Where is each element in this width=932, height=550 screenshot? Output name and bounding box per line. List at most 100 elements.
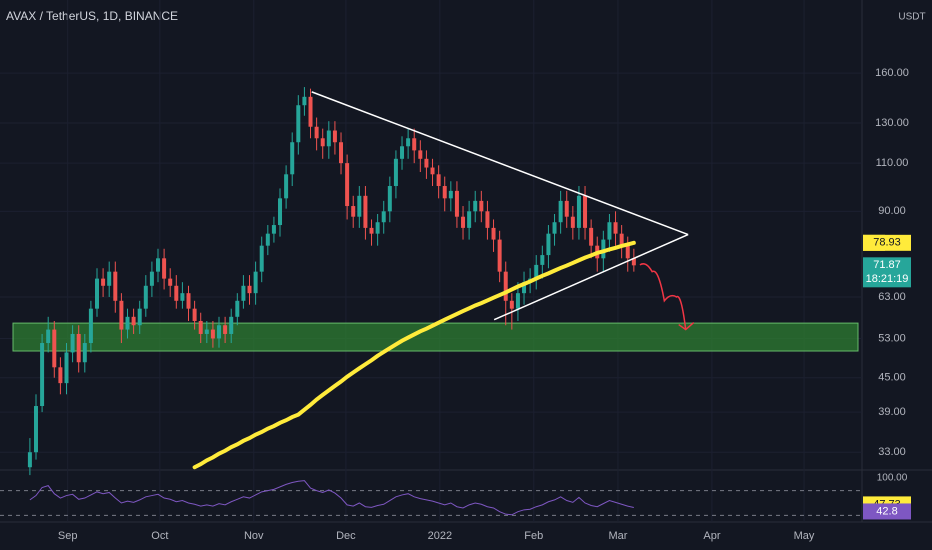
candle-body <box>515 293 520 309</box>
candle-body <box>119 300 124 330</box>
y-tick-label: 130.00 <box>875 117 909 129</box>
rsi-tick-label: 100.00 <box>877 473 908 484</box>
candle-body <box>125 316 130 330</box>
countdown: 18:21:19 <box>866 273 909 285</box>
candle-body <box>296 105 301 143</box>
candle-body <box>534 264 539 279</box>
y-tick-label: 33.00 <box>878 446 906 458</box>
candle-body <box>442 186 447 199</box>
candle-body <box>570 216 575 228</box>
rsi-label: 42.8 <box>876 505 897 517</box>
candle-body <box>406 138 411 147</box>
y-tick-label: 39.00 <box>878 406 906 418</box>
candle-body <box>467 211 472 228</box>
candle-body <box>308 96 313 127</box>
candle-body <box>473 200 478 212</box>
candle-body <box>345 163 350 207</box>
candle-body <box>137 308 142 326</box>
moving-average <box>192 240 636 470</box>
candle-body <box>454 190 459 217</box>
x-tick-label: Apr <box>703 530 720 542</box>
candle-body <box>375 222 380 234</box>
candle-body <box>192 308 197 321</box>
candle-body <box>64 352 69 384</box>
candle-body <box>613 222 618 234</box>
candle-body <box>326 130 331 147</box>
y-tick-label: 90.00 <box>878 205 906 217</box>
candle-body <box>436 174 441 187</box>
candle-body <box>156 258 161 272</box>
candle-body <box>412 138 417 151</box>
candle-body <box>107 271 112 286</box>
candle-body <box>302 96 307 106</box>
candle-body <box>223 325 228 334</box>
candle-body <box>522 282 527 294</box>
ma-price-tag-bg <box>863 234 911 251</box>
candle-body <box>143 285 148 309</box>
candle-body <box>546 233 551 256</box>
candle-body <box>351 206 356 217</box>
candle-body <box>540 255 545 265</box>
x-tick-label: Nov <box>244 530 264 542</box>
candle-body <box>339 142 344 164</box>
x-tick-label: May <box>794 530 815 542</box>
candle-body <box>241 285 246 301</box>
candle-body <box>430 167 435 175</box>
candle-body <box>601 239 606 259</box>
candle-body <box>52 329 57 368</box>
trendline <box>311 91 689 236</box>
candle-body <box>131 316 136 326</box>
candle-body <box>564 200 569 217</box>
candle-body <box>509 300 514 309</box>
candle-body <box>198 320 203 334</box>
projection-path <box>639 263 687 330</box>
candle-body <box>210 329 215 339</box>
candle-body <box>204 329 209 334</box>
candle-body <box>589 227 594 246</box>
candle-body <box>576 195 581 228</box>
candle-body <box>168 278 173 286</box>
x-tick-label: Dec <box>336 530 356 542</box>
candle-body <box>418 150 423 159</box>
candle-body <box>461 216 466 228</box>
candle-body <box>320 138 325 147</box>
candle-body <box>387 186 392 212</box>
candle-body <box>162 258 167 279</box>
candle-body <box>497 239 502 272</box>
candle-body <box>357 195 362 217</box>
y-tick-label: 63.00 <box>878 291 906 303</box>
candle-body <box>332 130 337 143</box>
x-tick-label: Sep <box>58 530 78 542</box>
candle-body <box>400 146 405 159</box>
candle-body <box>76 333 81 363</box>
ma-price-label: 78.93 <box>873 237 901 249</box>
candle-body <box>259 245 264 272</box>
candle-body <box>503 271 508 301</box>
candle-body <box>101 278 106 286</box>
candle-body <box>82 343 87 363</box>
rsi-tag <box>863 503 911 520</box>
support-zone <box>12 322 859 352</box>
x-tick-label: Mar <box>609 530 628 542</box>
candle-body <box>174 285 179 301</box>
y-tick-label: 160.00 <box>875 67 909 79</box>
candle-body <box>625 245 630 259</box>
candle-body <box>27 452 32 468</box>
candle-body <box>235 300 240 317</box>
currency: USDT <box>898 12 925 23</box>
candle-body <box>363 195 368 228</box>
chart-title: AVAX / TetherUS, 1D, BINANCE <box>6 9 178 23</box>
candle-body <box>271 225 276 234</box>
x-tick-label: 2022 <box>428 530 452 542</box>
candle-body <box>149 271 154 286</box>
candle-body <box>424 158 429 168</box>
candle-body <box>186 293 191 309</box>
candle-body <box>290 142 295 175</box>
candle-body <box>479 200 484 212</box>
projection-arrowhead <box>678 321 695 331</box>
candle-body <box>33 406 38 453</box>
last-price-label: 71.87 <box>873 259 901 271</box>
candle-body <box>393 158 398 187</box>
